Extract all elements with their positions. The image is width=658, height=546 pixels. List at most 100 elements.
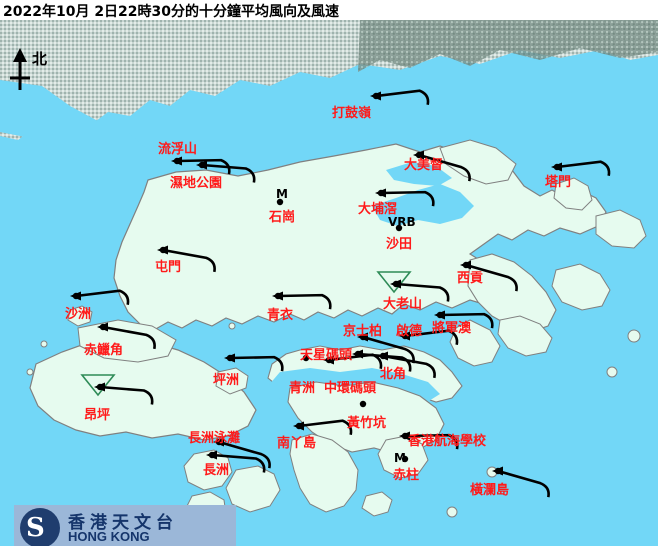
wind-direction-arrowhead (293, 421, 304, 431)
wind-direction-arrowhead (206, 450, 217, 460)
station-label: 橫瀾島 (470, 483, 510, 498)
map-geography (0, 20, 658, 546)
station-label: 大美督 (404, 158, 444, 173)
gale-warning-triangle (80, 374, 116, 397)
wind-barb (418, 153, 471, 182)
wind-direction-arrowhead (434, 310, 445, 320)
wind-barb (380, 190, 435, 207)
hko-logo: S 香港天文台 HONG KONG OBSERVATORY (14, 505, 236, 546)
wind-direction-arrowhead (323, 355, 334, 365)
wind-barb (439, 312, 494, 329)
map-canvas[interactable]: 北 打鼓嶺流浮山濕地公園石崗 M 大美督塔門大埔滘沙田 VRB 屯門西貢沙洲 青衣 大老山赤… (0, 20, 658, 546)
wind-barb (201, 163, 256, 183)
station-label: 赤柱 (393, 468, 420, 483)
wind-direction-arrowhead (413, 150, 424, 160)
wind-direction-arrowhead (157, 245, 168, 255)
wind-barb (277, 293, 332, 310)
station-label: 西貢 (457, 271, 484, 286)
wind-direction-arrowhead (390, 279, 401, 289)
station-label: 黃竹坑 (347, 416, 387, 431)
wind-direction-arrowhead (377, 351, 388, 361)
wind-barb (229, 355, 284, 372)
north-arrow-icon (10, 48, 30, 90)
wind-barb-layer (70, 89, 611, 498)
station-label: 香港航海學校 (408, 434, 487, 449)
station-label: 南丫島 (277, 436, 317, 451)
station-dot[interactable] (359, 400, 367, 408)
station-label: 中環碼頭 (324, 381, 377, 396)
logo-english-name: HONG KONG OBSERVATORY (68, 529, 166, 546)
station-dot[interactable] (401, 455, 409, 463)
station-label: 沙田 (386, 237, 413, 252)
wind-direction-arrowhead (375, 188, 386, 198)
wind-direction-arrowhead (224, 353, 235, 363)
station-label: 青衣 (267, 308, 294, 323)
station-label: 青洲 (289, 381, 316, 396)
station-label: 濕地公園 (170, 176, 223, 191)
wind-direction-arrowhead (213, 437, 224, 447)
wind-barb (382, 354, 436, 379)
station-label: 長洲 (203, 463, 230, 478)
north-label: 北 (32, 50, 48, 68)
wind-barb (75, 289, 130, 305)
station-label: 屯門 (155, 260, 182, 275)
wind-direction-arrowhead (97, 322, 108, 332)
station-wind-flag: M (276, 187, 288, 201)
station-label: 北角 (380, 367, 407, 382)
station-wind-flag: M (394, 451, 406, 465)
title-bar: 2022年10月 2日22時30分的十分鐘平均風向及風速 (0, 0, 658, 20)
page-title: 2022年10月 2日22時30分的十分鐘平均風向及風速 (3, 4, 340, 20)
wind-barb (556, 160, 611, 176)
logo-chinese-name: 香港天文台 (68, 513, 178, 533)
station-label: 將軍澳 (432, 321, 472, 336)
station-label: 長洲泳灘 (188, 431, 241, 446)
wind-barb (211, 453, 266, 473)
wind-direction-arrowhead (399, 331, 410, 341)
wind-barb (99, 385, 154, 405)
wind-direction-arrowhead (357, 332, 368, 342)
wind-barb (465, 263, 518, 292)
wind-barb (357, 352, 412, 372)
logo-s-glyph: S (26, 513, 45, 543)
station-label: 大老山 (383, 297, 423, 312)
station-label: 打鼓嶺 (332, 106, 372, 121)
wind-barb (497, 469, 550, 498)
station-label: 昂坪 (84, 408, 111, 423)
station-label: 天星碼頭 (300, 348, 353, 363)
station-label: 坪洲 (213, 373, 240, 388)
wind-direction-arrowhead (70, 291, 81, 301)
station-label: 赤鱲角 (84, 343, 124, 358)
station-wind-flag: VRB (388, 215, 416, 229)
station-dot[interactable] (276, 198, 284, 206)
wind-direction-arrowhead (460, 260, 471, 270)
station-label: 大埔滘 (358, 202, 398, 217)
station-label: 啟德 (396, 324, 423, 339)
wind-direction-arrowhead (492, 466, 503, 476)
wind-barb (102, 325, 156, 350)
wind-direction-arrowhead (196, 160, 207, 170)
wind-barb (176, 158, 231, 175)
gale-warning-triangle (376, 271, 412, 294)
wind-direction-arrowhead (94, 382, 105, 392)
station-label: 京士柏 (343, 324, 383, 339)
wind-barb (404, 433, 459, 450)
wind-barb (404, 329, 459, 345)
wind-barb (298, 419, 353, 435)
station-label: 石崗 (269, 210, 296, 225)
wind-direction-arrowhead (272, 291, 283, 301)
north-arrow: 北 (6, 46, 66, 94)
wind-barb (218, 440, 271, 469)
station-label: 塔門 (545, 175, 572, 190)
station-label: 沙洲 (65, 307, 92, 322)
wind-barb (328, 353, 383, 369)
wind-direction-arrowhead (171, 156, 182, 166)
wind-barb (375, 89, 430, 105)
wind-direction-arrowhead (370, 91, 381, 101)
wind-barb (395, 282, 450, 302)
wind-direction-arrowhead (399, 431, 410, 441)
station-dot[interactable] (302, 354, 310, 362)
wind-direction-arrowhead (551, 162, 562, 172)
station-label: 流浮山 (158, 142, 198, 157)
station-dot[interactable] (395, 224, 403, 232)
